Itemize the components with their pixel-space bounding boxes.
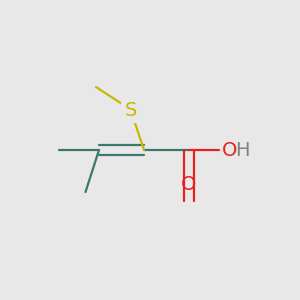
Text: H: H: [235, 140, 249, 160]
Text: O: O: [181, 176, 197, 194]
Text: O: O: [222, 140, 237, 160]
Text: S: S: [124, 100, 137, 120]
